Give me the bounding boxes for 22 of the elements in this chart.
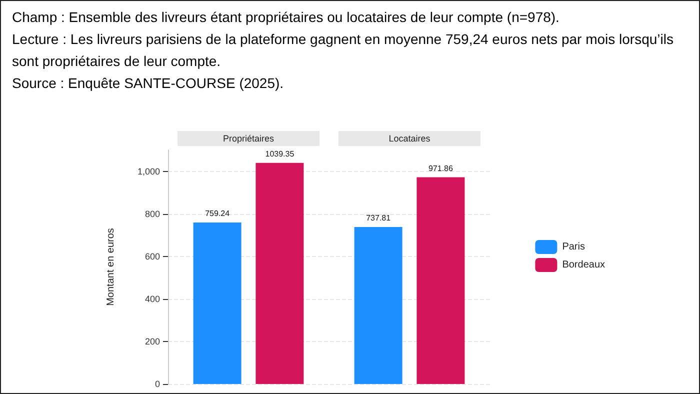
data-label: 1039.35 xyxy=(265,149,295,158)
text: Lecture : Les livreurs parisiens de la plateforme gagnent en moyenne 759,24 euros nets par mois lorsqu’ils sont propriétaires de leur compte. xyxy=(12,30,674,71)
y-tick-label: 0 xyxy=(154,379,160,389)
y-tick-label: 800 xyxy=(144,208,160,219)
x-tick-label: Propriétaires xyxy=(222,134,275,144)
x-tick-label: Locataires xyxy=(388,134,431,144)
bar xyxy=(193,222,242,384)
legend-label: Bordeaux xyxy=(562,260,606,270)
source-note: Source : Enquête SANTE-COURSE (2025). xyxy=(12,74,285,93)
bar xyxy=(354,227,402,384)
bar xyxy=(256,162,304,384)
data-label: 971.86 xyxy=(428,164,454,173)
y-tick-label: 1,000 xyxy=(137,166,160,176)
bar xyxy=(416,177,465,384)
y-tick-label: 400 xyxy=(144,294,160,304)
text: Champ : Ensemble des livreurs étant propriétaires ou locataires de leur compte (n=978). xyxy=(12,8,560,27)
data-label: 759.24 xyxy=(205,208,230,218)
y-tick-label: 200 xyxy=(144,336,160,346)
legend-label: Paris xyxy=(562,242,585,252)
data-label: 737.81 xyxy=(366,214,392,223)
y-tick-label: 600 xyxy=(144,251,160,262)
y-axis-title: Montant en euros xyxy=(106,228,116,306)
